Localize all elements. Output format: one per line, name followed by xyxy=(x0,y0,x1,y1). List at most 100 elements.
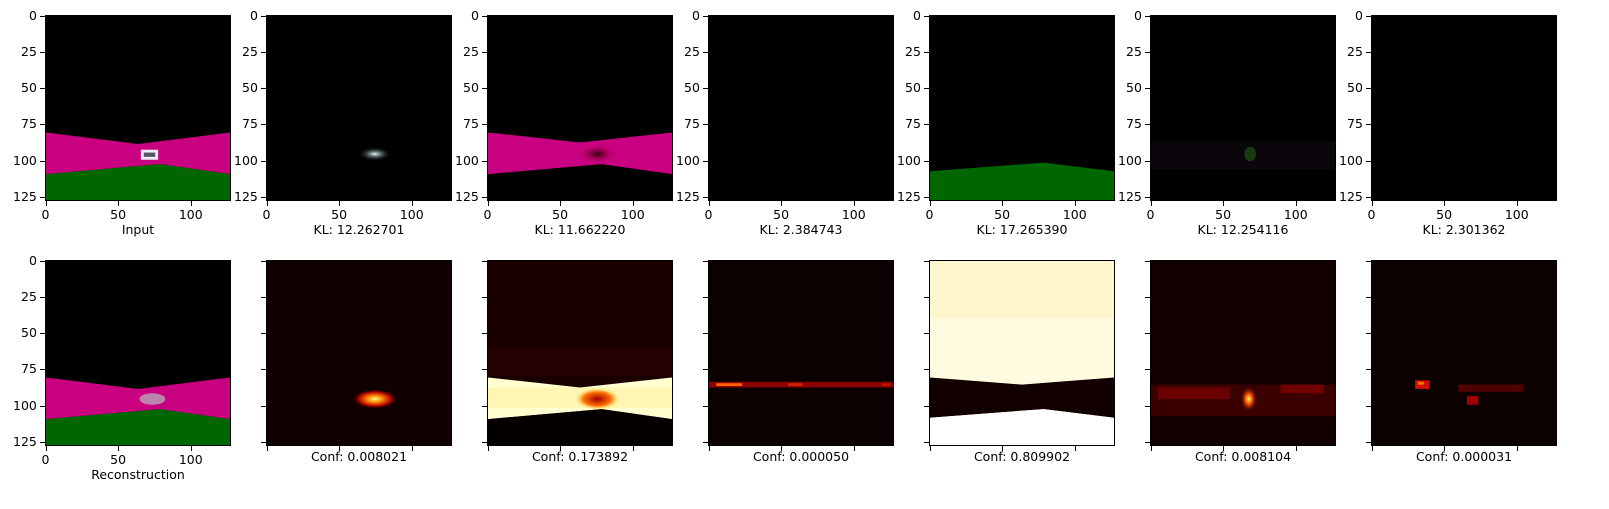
y-tick xyxy=(1366,296,1371,298)
bottom-panel-5 xyxy=(1150,260,1336,446)
x-tick xyxy=(1516,446,1518,451)
y-tick xyxy=(1366,405,1371,407)
kl-caption: KL: 12.254116 xyxy=(1197,222,1289,237)
x-tick-label: 50 xyxy=(773,207,790,222)
x-tick xyxy=(560,446,562,451)
y-tick xyxy=(703,160,708,162)
x-tick-label: 50 xyxy=(110,207,127,222)
y-tick-label: 25 xyxy=(463,43,479,59)
y-tick xyxy=(1366,197,1371,199)
y-tick-label: 100 xyxy=(1339,152,1363,168)
x-tick-label: 100 xyxy=(178,452,203,467)
y-tick xyxy=(40,296,45,298)
x-tick-label: 50 xyxy=(994,207,1011,222)
y-tick-label: 100 xyxy=(897,152,921,168)
top-panel-5 xyxy=(1150,15,1336,201)
y-tick xyxy=(482,15,487,17)
x-tick xyxy=(708,446,710,451)
y-tick xyxy=(924,197,929,199)
x-tick xyxy=(1516,201,1518,206)
y-tick xyxy=(924,260,929,262)
panel-image xyxy=(930,16,1114,200)
y-tick-label: 50 xyxy=(1126,80,1142,96)
x-tick-label: 100 xyxy=(1062,207,1087,222)
y-tick xyxy=(703,333,708,335)
y-tick xyxy=(1145,88,1150,90)
y-tick-label: 125 xyxy=(676,189,700,205)
y-tick xyxy=(924,124,929,126)
x-tick xyxy=(339,201,341,206)
panel-image xyxy=(46,261,230,445)
y-tick xyxy=(1145,369,1150,371)
y-tick xyxy=(924,296,929,298)
y-tick-label: 125 xyxy=(234,189,258,205)
bottom-panel-6 xyxy=(1371,260,1557,446)
y-tick-label: 75 xyxy=(1126,116,1142,132)
top-panel-3 xyxy=(708,15,894,201)
y-tick xyxy=(703,197,708,199)
y-tick xyxy=(703,296,708,298)
x-tick xyxy=(1150,201,1152,206)
y-tick xyxy=(261,369,266,371)
y-tick xyxy=(1366,333,1371,335)
y-tick xyxy=(703,15,708,17)
y-tick-label: 50 xyxy=(905,80,921,96)
y-tick xyxy=(1145,333,1150,335)
x-tick-label: 100 xyxy=(1283,207,1308,222)
x-tick-label: 100 xyxy=(620,207,645,222)
y-tick-label: 25 xyxy=(905,43,921,59)
y-tick-label: 75 xyxy=(242,116,258,132)
panel-image xyxy=(267,16,451,200)
y-tick xyxy=(482,333,487,335)
x-tick-label: 0 xyxy=(925,207,934,222)
x-tick xyxy=(853,201,855,206)
y-tick xyxy=(261,160,266,162)
panel-image xyxy=(488,261,672,445)
x-tick-label: 0 xyxy=(1146,207,1155,222)
y-tick-label: 100 xyxy=(234,152,258,168)
y-tick xyxy=(1366,15,1371,17)
y-tick xyxy=(40,405,45,407)
y-tick xyxy=(1366,51,1371,53)
y-tick-label: 75 xyxy=(21,361,37,377)
panel-image xyxy=(1151,16,1335,200)
y-tick-label: 125 xyxy=(1118,189,1142,205)
x-tick-label: 0 xyxy=(483,207,492,222)
x-tick-label: 100 xyxy=(841,207,866,222)
panel-image xyxy=(1151,261,1335,445)
top-panel-4 xyxy=(929,15,1115,201)
panel-image xyxy=(267,261,451,445)
y-tick-label: 125 xyxy=(897,189,921,205)
x-tick xyxy=(1371,446,1373,451)
y-tick xyxy=(482,51,487,53)
y-tick xyxy=(482,160,487,162)
x-tick-label: 100 xyxy=(178,207,203,222)
y-tick-label: 125 xyxy=(13,189,37,205)
y-tick xyxy=(1145,405,1150,407)
y-tick xyxy=(482,124,487,126)
y-tick xyxy=(261,124,266,126)
x-tick-label: 50 xyxy=(1436,207,1453,222)
x-tick xyxy=(487,446,489,451)
y-tick-label: 50 xyxy=(463,80,479,96)
x-tick xyxy=(190,201,192,206)
x-tick xyxy=(190,446,192,451)
x-tick xyxy=(781,446,783,451)
y-tick xyxy=(1145,160,1150,162)
y-tick xyxy=(1366,369,1371,371)
y-tick-label: 75 xyxy=(905,116,921,132)
x-tick xyxy=(1295,446,1297,451)
x-tick xyxy=(1150,446,1152,451)
x-tick xyxy=(929,201,931,206)
kl-caption: Input xyxy=(121,222,155,237)
y-tick xyxy=(1366,260,1371,262)
y-tick-label: 50 xyxy=(242,80,258,96)
y-tick xyxy=(40,442,45,444)
y-tick-label: 0 xyxy=(250,7,258,23)
y-tick-label: 50 xyxy=(21,325,37,341)
bottom-panel-3 xyxy=(708,260,894,446)
y-tick xyxy=(40,88,45,90)
y-tick xyxy=(482,405,487,407)
y-tick xyxy=(40,124,45,126)
y-tick xyxy=(924,333,929,335)
